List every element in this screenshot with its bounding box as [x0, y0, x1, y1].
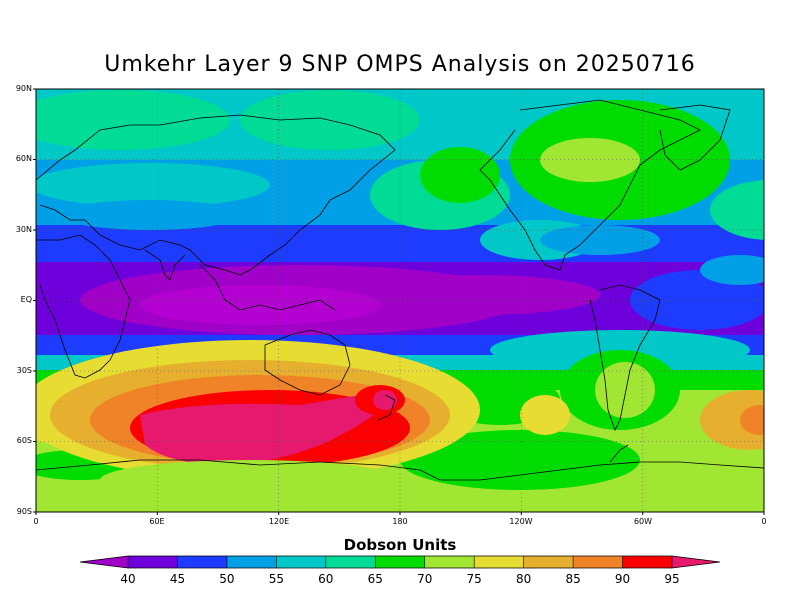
lat-label-90n: 90N	[15, 84, 32, 93]
coast-antarctic-peninsula	[609, 444, 629, 463]
lat-label-90s: 90S	[16, 507, 32, 516]
blob-s-orange-east	[700, 390, 764, 450]
blob-n-ygreen	[540, 138, 640, 182]
colorbar-tick-label: 95	[664, 572, 680, 586]
colorbar-segment	[276, 556, 327, 568]
coast-europe-asia	[36, 114, 396, 276]
coastlines	[36, 99, 764, 481]
grid-lines	[36, 89, 764, 512]
blob-s-yellow-2	[520, 395, 570, 435]
blob-t-blue-3	[630, 270, 764, 330]
coast-australia	[264, 329, 351, 396]
blob-t-blue-4	[700, 255, 764, 285]
coast-south-america	[589, 284, 661, 432]
colorbar-segment	[177, 556, 228, 568]
lat-label-30n: 30N	[15, 225, 32, 234]
lon-label-60w: 60W	[633, 517, 653, 526]
colorbar-segment	[523, 556, 574, 568]
colorbar-arrow-high	[672, 556, 720, 568]
lat-label-eq: EQ	[20, 295, 32, 304]
blob-s-yellow-low	[100, 460, 400, 500]
lat-label-60n: 60N	[15, 154, 32, 163]
coast-north-america	[479, 99, 701, 271]
blob-t-cyan	[540, 225, 660, 255]
coast-se-asia	[199, 264, 336, 311]
blob-t-purple-2	[360, 275, 600, 315]
lon-label-120e: 120E	[268, 517, 290, 526]
blob-s-max	[140, 390, 391, 465]
lon-label-120w: 120W	[509, 517, 533, 526]
colorbar-tick-label: 60	[318, 572, 334, 586]
axis-ticks	[33, 88, 765, 515]
blob-s-yellow	[595, 362, 655, 418]
blob-s-max-tail	[373, 390, 397, 410]
colorbar-segment	[622, 556, 673, 568]
blob-n-green-5	[420, 147, 500, 203]
colorbar-tick-label: 55	[268, 572, 284, 586]
lon-label-60e: 60E	[149, 517, 165, 526]
colorbar-tick-label: 75	[466, 572, 482, 586]
colorbar-segment	[573, 556, 624, 568]
colorbar-segment	[375, 556, 426, 568]
coast-greenland	[659, 104, 731, 171]
colorbar-tick-label: 70	[417, 572, 433, 586]
colorbar-segment	[226, 556, 277, 568]
colorbar-tick-label: 65	[367, 572, 383, 586]
lon-label-180: 180	[392, 517, 408, 526]
colorbar-title: Dobson Units	[343, 536, 457, 554]
colorbar-tick-label: 85	[565, 572, 581, 586]
map-title: Umkehr Layer 9 SNP OMPS Analysis on 2025…	[104, 52, 696, 77]
coast-india	[144, 249, 186, 281]
colorbar-segment	[424, 556, 475, 568]
colorbar-arrow-low	[80, 556, 128, 568]
coast-africa	[36, 234, 131, 379]
coast-antarctica	[36, 459, 764, 481]
colorbar-tick-label: 80	[515, 572, 532, 586]
coast-nz	[377, 394, 396, 421]
lon-label-0-east: 0	[761, 517, 767, 526]
blob-n-cyan-1	[36, 163, 270, 207]
colorbar-segment	[474, 556, 525, 568]
blob-s-green-3	[400, 430, 640, 490]
blob-n-green-6	[710, 180, 764, 240]
colorbar-tick-label: 45	[169, 572, 186, 586]
lon-label-0-west: 0	[33, 517, 39, 526]
colorbar-tick-label: 90	[614, 572, 631, 586]
blob-n-green-1	[36, 90, 230, 150]
colorbar-tick-label: 40	[120, 572, 136, 586]
colorbar-segment	[128, 556, 178, 568]
colorbar-segment	[325, 556, 376, 568]
colorbar-tick-label: 50	[219, 572, 235, 586]
blob-s-deep-east	[740, 405, 764, 435]
lat-label-60s: 60S	[16, 436, 32, 445]
lat-label-30s: 30S	[16, 366, 32, 375]
blob-n-blue-1	[60, 200, 240, 230]
